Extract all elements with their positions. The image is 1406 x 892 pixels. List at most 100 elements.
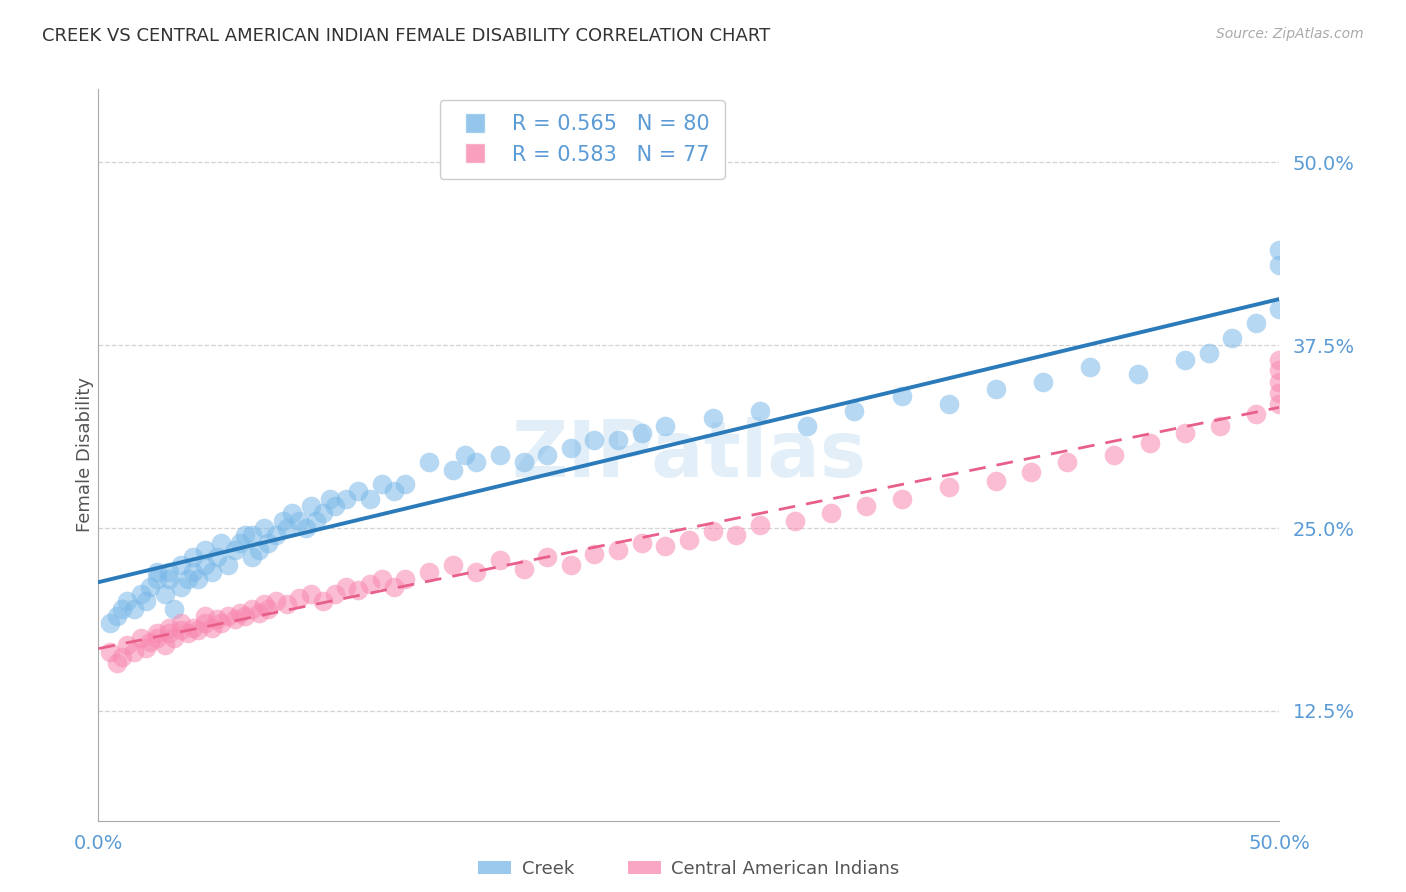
Point: [536, 448, 558, 462]
Point: [382, 484, 405, 499]
Point: [890, 389, 912, 403]
Point: [1102, 448, 1125, 462]
Text: CREEK VS CENTRAL AMERICAN INDIAN FEMALE DISABILITY CORRELATION CHART: CREEK VS CENTRAL AMERICAN INDIAN FEMALE …: [42, 27, 770, 45]
Point: [157, 626, 180, 640]
Point: [115, 594, 138, 608]
Point: [890, 491, 912, 506]
Point: [418, 565, 440, 579]
Point: [295, 521, 318, 535]
Point: [209, 616, 232, 631]
Point: [271, 514, 294, 528]
Point: [702, 411, 724, 425]
Point: [844, 404, 866, 418]
Point: [1220, 331, 1243, 345]
Point: [170, 616, 193, 631]
Point: [855, 499, 877, 513]
Point: [1126, 368, 1149, 382]
Point: [276, 521, 298, 535]
Legend: Creek, Central American Indians: Creek, Central American Indians: [471, 853, 907, 885]
Point: [702, 524, 724, 538]
Point: [253, 597, 276, 611]
Point: [1032, 375, 1054, 389]
Point: [489, 448, 512, 462]
Point: [135, 594, 157, 608]
Point: [194, 608, 217, 623]
Point: [146, 626, 169, 640]
Point: [1021, 466, 1043, 480]
Point: [654, 418, 676, 433]
Point: [299, 587, 322, 601]
Point: [441, 558, 464, 572]
Point: [1209, 418, 1232, 433]
Point: [560, 441, 582, 455]
Point: [453, 448, 475, 462]
Point: [257, 601, 280, 615]
Text: Source: ZipAtlas.com: Source: ZipAtlas.com: [1216, 27, 1364, 41]
Point: [157, 572, 180, 586]
Point: [98, 645, 121, 659]
Point: [146, 565, 169, 579]
Point: [583, 548, 606, 562]
Point: [146, 631, 169, 645]
Point: [240, 550, 263, 565]
Point: [146, 572, 169, 586]
Point: [748, 404, 770, 418]
Point: [115, 638, 138, 652]
Point: [465, 565, 488, 579]
Point: [139, 635, 162, 649]
Point: [312, 507, 335, 521]
Point: [371, 572, 394, 586]
Point: [418, 455, 440, 469]
Point: [335, 491, 357, 506]
Point: [748, 518, 770, 533]
Point: [135, 640, 157, 655]
Point: [264, 594, 287, 608]
Point: [1268, 375, 1291, 389]
Point: [1268, 243, 1291, 257]
Point: [1174, 352, 1197, 367]
Point: [1268, 397, 1291, 411]
Point: [163, 601, 186, 615]
Point: [725, 528, 748, 542]
Point: [194, 616, 217, 631]
Point: [288, 591, 311, 606]
Text: ZIPatlаs: ZIPatlаs: [512, 417, 866, 493]
Point: [299, 499, 322, 513]
Point: [938, 480, 960, 494]
Point: [382, 580, 405, 594]
Point: [105, 656, 128, 670]
Point: [153, 587, 176, 601]
Point: [201, 565, 224, 579]
Point: [240, 528, 263, 542]
Point: [1268, 352, 1291, 367]
Point: [224, 612, 246, 626]
Point: [583, 434, 606, 448]
Point: [394, 477, 416, 491]
Point: [512, 562, 534, 576]
Point: [1244, 407, 1267, 421]
Point: [129, 631, 152, 645]
Point: [347, 582, 370, 597]
Point: [984, 382, 1007, 396]
Point: [111, 601, 134, 615]
Point: [247, 606, 270, 620]
Point: [170, 580, 193, 594]
Point: [217, 608, 239, 623]
Point: [201, 621, 224, 635]
Point: [253, 521, 276, 535]
Point: [1268, 386, 1291, 401]
Point: [157, 565, 180, 579]
Point: [281, 507, 304, 521]
Point: [229, 535, 252, 549]
Point: [489, 553, 512, 567]
Point: [1174, 425, 1197, 440]
Point: [181, 565, 204, 579]
Point: [187, 572, 209, 586]
Point: [177, 572, 200, 586]
Point: [1056, 455, 1078, 469]
Point: [194, 543, 217, 558]
Point: [233, 608, 256, 623]
Point: [1268, 258, 1291, 272]
Point: [153, 638, 176, 652]
Point: [607, 543, 630, 558]
